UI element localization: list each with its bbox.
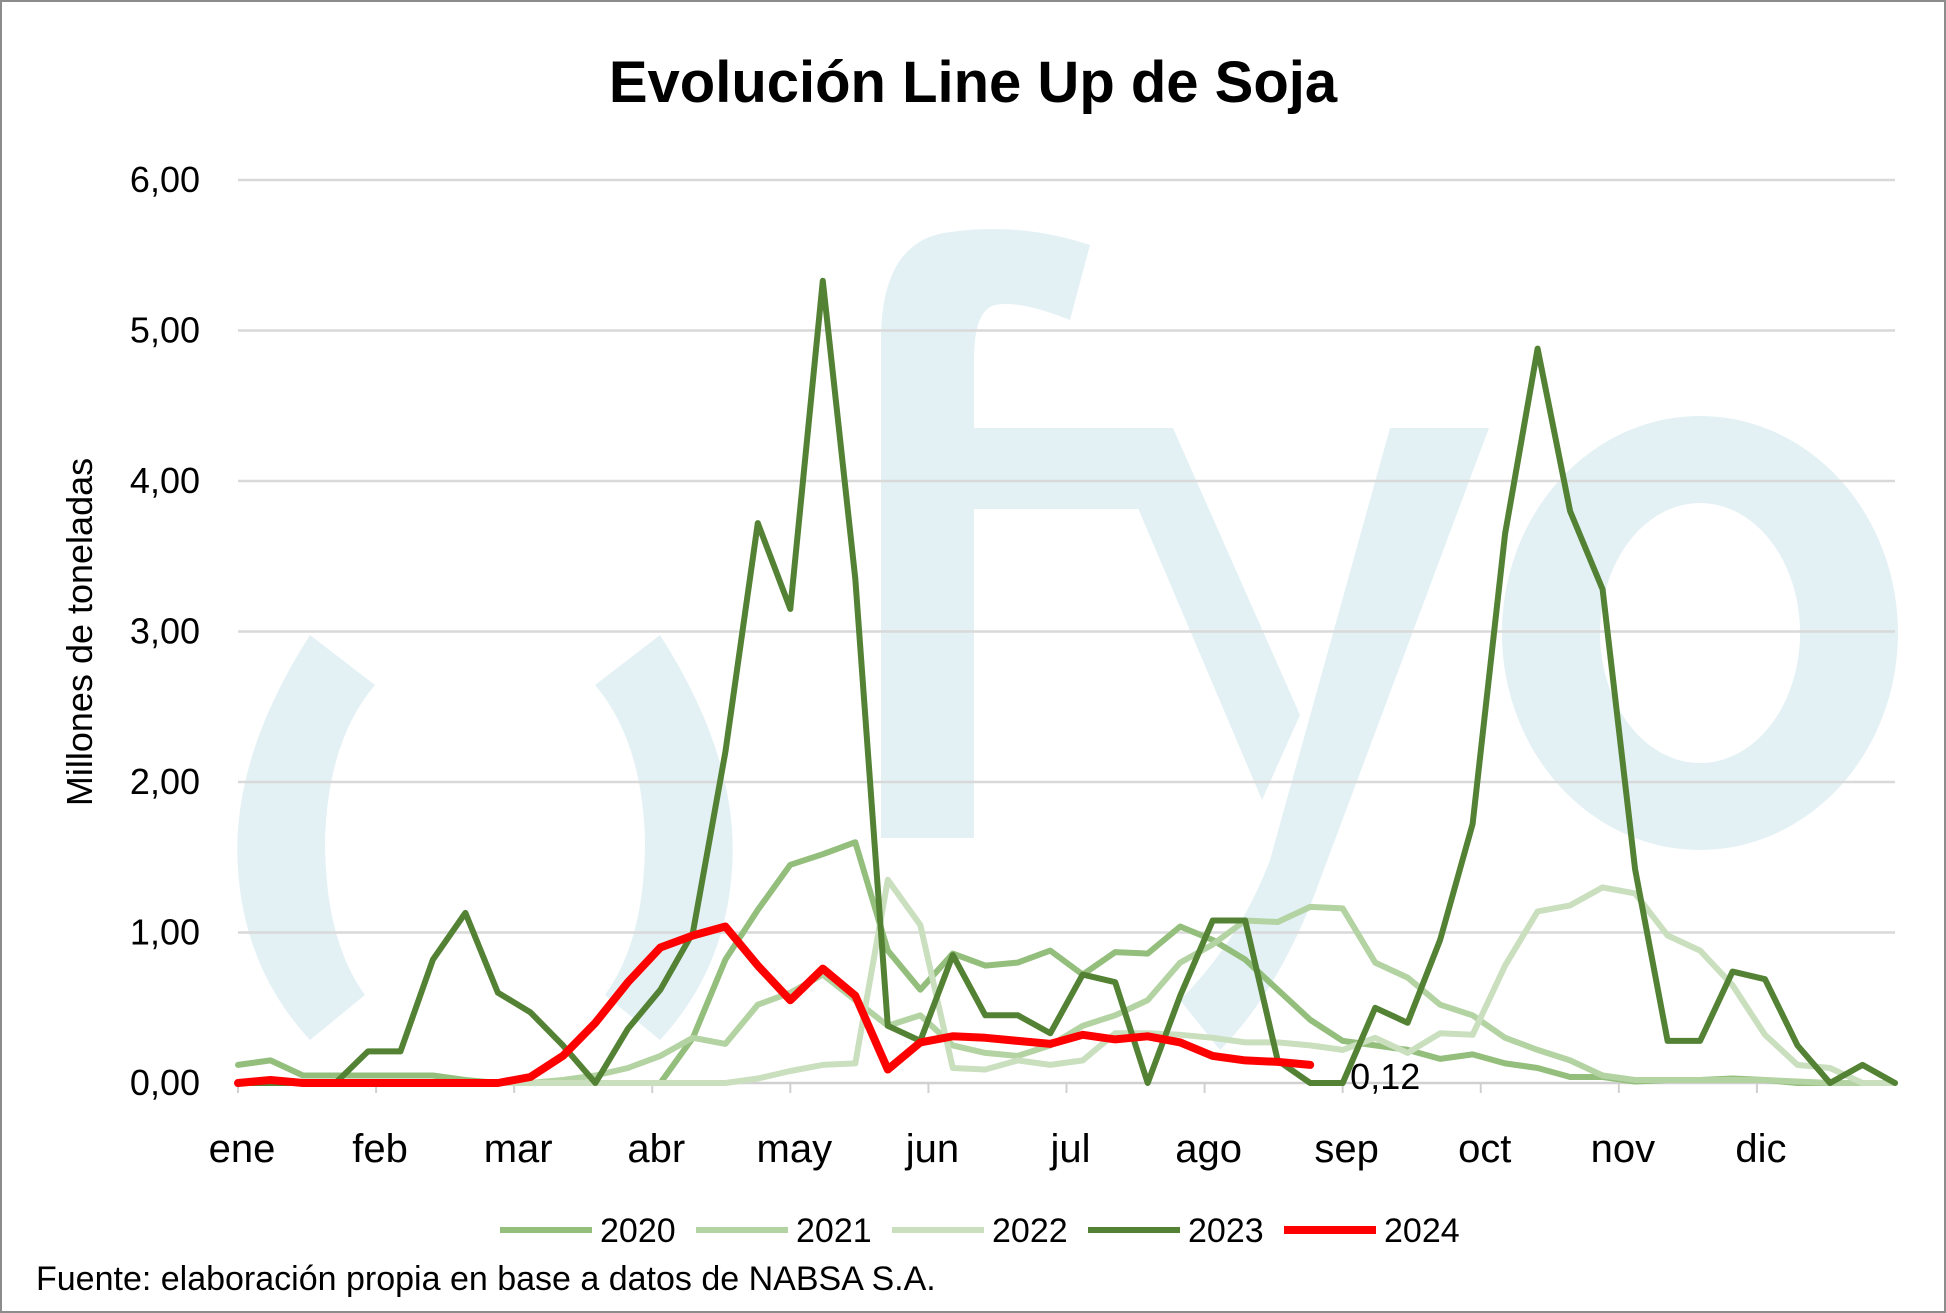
watermark-letter-y-right — [1180, 428, 1489, 1050]
watermark-left-arc — [237, 635, 375, 1040]
watermark-letter-f — [881, 228, 1172, 838]
y-tick-label: 2,00 — [130, 761, 200, 802]
x-tick-label-may: may — [757, 1127, 833, 1171]
y-tick-label: 4,00 — [130, 460, 200, 501]
series-line-2024 — [234, 922, 1315, 1087]
source-note: Fuente: elaboración propia en base a dat… — [36, 1260, 936, 1298]
series-line-2023 — [235, 277, 1898, 1086]
y-tick-label: 5,00 — [130, 310, 200, 351]
x-tick-labels: ene feb mar abr may jun jul ago sep oct nov dic — [209, 1127, 1787, 1171]
chart-title: Evolución Line Up de Soja — [609, 50, 1338, 115]
x-tick-label-feb: feb — [352, 1127, 408, 1171]
y-tick-label: 1,00 — [130, 912, 200, 953]
watermark-right-arc — [595, 635, 733, 1040]
x-tick-label-nov: nov — [1591, 1127, 1656, 1171]
y-tick-label: 3,00 — [130, 611, 200, 652]
y-axis-title: Millones de toneladas — [59, 458, 100, 806]
x-tick-label-ago: ago — [1175, 1127, 1242, 1171]
legend-item-2022: 2022 — [892, 1212, 1068, 1250]
x-tick-label-abr: abr — [627, 1127, 685, 1171]
watermark-letter-o — [1501, 416, 1898, 850]
x-tick-label-sep: sep — [1314, 1127, 1379, 1171]
x-tick-label-oct: oct — [1458, 1127, 1511, 1171]
watermark-logo — [237, 228, 1898, 1050]
legend-label: 2023 — [1188, 1212, 1264, 1250]
watermark-letter-y-left — [1104, 428, 1300, 800]
legend-label: 2024 — [1384, 1212, 1460, 1250]
legend-item-2021: 2021 — [696, 1212, 872, 1250]
series-lines — [234, 277, 1898, 1087]
legend: 2020 2021 2022 2023 2024 — [500, 1212, 1460, 1250]
legend-label: 2021 — [796, 1212, 872, 1250]
x-tick-label-mar: mar — [484, 1127, 553, 1171]
data-label-2024-last: 0,12 — [1350, 1056, 1420, 1097]
legend-item-2024: 2024 — [1284, 1212, 1460, 1250]
x-tick-label-dic: dic — [1735, 1127, 1786, 1171]
x-tick-label-jul: jul — [1049, 1127, 1090, 1171]
y-tick-label: 6,00 — [130, 159, 200, 200]
x-tick-label-jun: jun — [905, 1127, 959, 1171]
x-tick-label-ene: ene — [209, 1127, 276, 1171]
legend-item-2020: 2020 — [500, 1212, 676, 1250]
legend-label: 2022 — [992, 1212, 1068, 1250]
legend-label: 2020 — [600, 1212, 676, 1250]
y-tick-labels: 0,00 1,00 2,00 3,00 4,00 5,00 6,00 — [130, 159, 200, 1103]
y-tick-label: 0,00 — [130, 1062, 200, 1103]
legend-item-2023: 2023 — [1088, 1212, 1264, 1250]
